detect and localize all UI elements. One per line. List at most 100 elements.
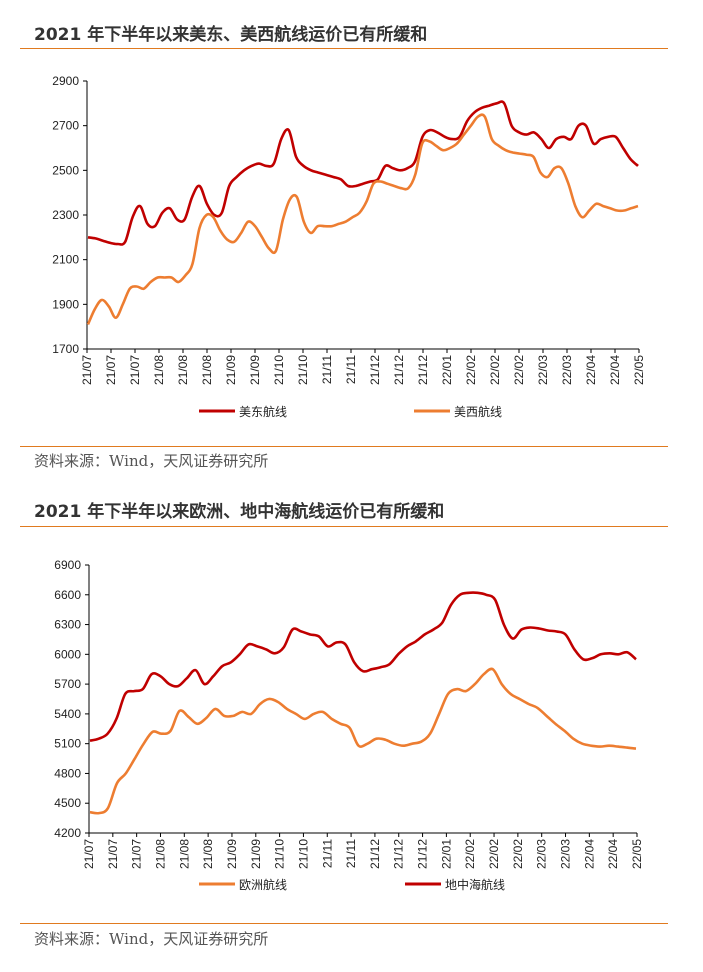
- data-point: [107, 808, 108, 809]
- data-point: [447, 693, 448, 694]
- x-tick-label: 22/01: [439, 839, 453, 869]
- data-point: [495, 599, 496, 600]
- data-point: [230, 662, 231, 663]
- data-point: [336, 642, 337, 643]
- data-point: [412, 743, 413, 744]
- data-point: [310, 634, 311, 635]
- data-point: [618, 654, 619, 655]
- data-point: [345, 644, 346, 645]
- x-tick-label: 22/02: [512, 355, 526, 385]
- data-point: [415, 641, 416, 642]
- data-point: [565, 634, 566, 635]
- data-point: [528, 703, 529, 704]
- y-tick-label: 2900: [52, 74, 79, 88]
- data-point: [188, 716, 189, 717]
- data-point: [233, 715, 234, 716]
- x-tick-label: 21/08: [152, 355, 166, 385]
- y-tick-label: 6000: [54, 647, 81, 661]
- x-tick-label: 21/12: [368, 355, 382, 385]
- data-point: [465, 691, 466, 692]
- data-point: [116, 783, 117, 784]
- data-point: [486, 594, 487, 595]
- x-tick-label: 21/08: [200, 355, 214, 385]
- data-point: [537, 707, 538, 708]
- legend-label: 美东航线: [239, 404, 287, 419]
- x-tick-label: 22/05: [632, 355, 646, 385]
- x-tick-label: 21/12: [368, 839, 382, 869]
- x-tick-label: 22/05: [630, 839, 644, 869]
- data-point: [89, 740, 90, 741]
- x-tick-label: 22/04: [584, 355, 598, 385]
- series-line-2: [86, 113, 639, 325]
- data-point: [627, 652, 628, 653]
- data-point: [301, 631, 302, 632]
- data-point: [512, 638, 513, 639]
- data-point: [591, 745, 592, 746]
- x-tick-label: 21/09: [224, 355, 238, 385]
- data-point: [547, 630, 548, 631]
- data-point: [510, 693, 511, 694]
- data-point: [134, 758, 135, 759]
- data-point: [626, 747, 627, 748]
- data-point: [125, 773, 126, 774]
- data-point: [421, 741, 422, 742]
- data-point: [521, 629, 522, 630]
- legend-label: 美西航线: [454, 404, 502, 419]
- x-tick-label: 21/11: [344, 355, 358, 384]
- data-point: [248, 644, 249, 645]
- data-point: [501, 684, 502, 685]
- data-point: [398, 654, 399, 655]
- chart2-title: 2021 年下半年以来欧洲、地中海航线运价已有所缓和: [34, 502, 445, 522]
- data-point: [362, 671, 363, 672]
- y-tick-label: 6900: [54, 558, 81, 572]
- data-point: [349, 727, 350, 728]
- data-point: [304, 718, 305, 719]
- x-tick-label: 22/04: [582, 839, 596, 869]
- x-tick-label: 22/03: [536, 355, 550, 385]
- data-point: [635, 659, 636, 660]
- data-point: [224, 715, 225, 716]
- x-tick-label: 21/09: [249, 839, 263, 869]
- data-point: [354, 662, 355, 663]
- data-point: [442, 622, 443, 623]
- x-tick-label: 21/08: [177, 839, 191, 869]
- x-tick-label: 22/02: [464, 355, 478, 385]
- data-point: [257, 646, 258, 647]
- data-point: [161, 733, 162, 734]
- data-point: [160, 676, 161, 677]
- data-point: [213, 676, 214, 677]
- data-point: [251, 713, 252, 714]
- data-point: [600, 654, 601, 655]
- data-point: [451, 604, 452, 605]
- data-point: [380, 667, 381, 668]
- data-point: [206, 717, 207, 718]
- data-point: [555, 723, 556, 724]
- data-point: [186, 678, 187, 679]
- data-point: [477, 592, 478, 593]
- data-point: [313, 713, 314, 714]
- data-point: [439, 713, 440, 714]
- data-point: [574, 649, 575, 650]
- series-line-2: [89, 591, 637, 742]
- x-tick-label: 22/02: [463, 839, 477, 869]
- x-tick-label: 22/03: [560, 355, 574, 385]
- data-point: [151, 674, 152, 675]
- data-point: [492, 669, 493, 670]
- chart2-source: 资料来源：Wind，天风证券研究所: [34, 930, 269, 948]
- data-point: [116, 718, 117, 719]
- data-point: [170, 730, 171, 731]
- data-point: [530, 627, 531, 628]
- data-point: [274, 653, 275, 654]
- data-point: [483, 674, 484, 675]
- data-point: [142, 689, 143, 690]
- series-line-1: [89, 667, 637, 815]
- data-point: [268, 698, 269, 699]
- data-point: [371, 669, 372, 670]
- data-point: [367, 743, 368, 744]
- data-point: [327, 646, 328, 647]
- x-tick-label: 21/11: [320, 839, 334, 868]
- x-tick-label: 22/02: [488, 355, 502, 385]
- data-point: [286, 708, 287, 709]
- x-tick-label: 21/07: [106, 839, 120, 869]
- data-point: [519, 698, 520, 699]
